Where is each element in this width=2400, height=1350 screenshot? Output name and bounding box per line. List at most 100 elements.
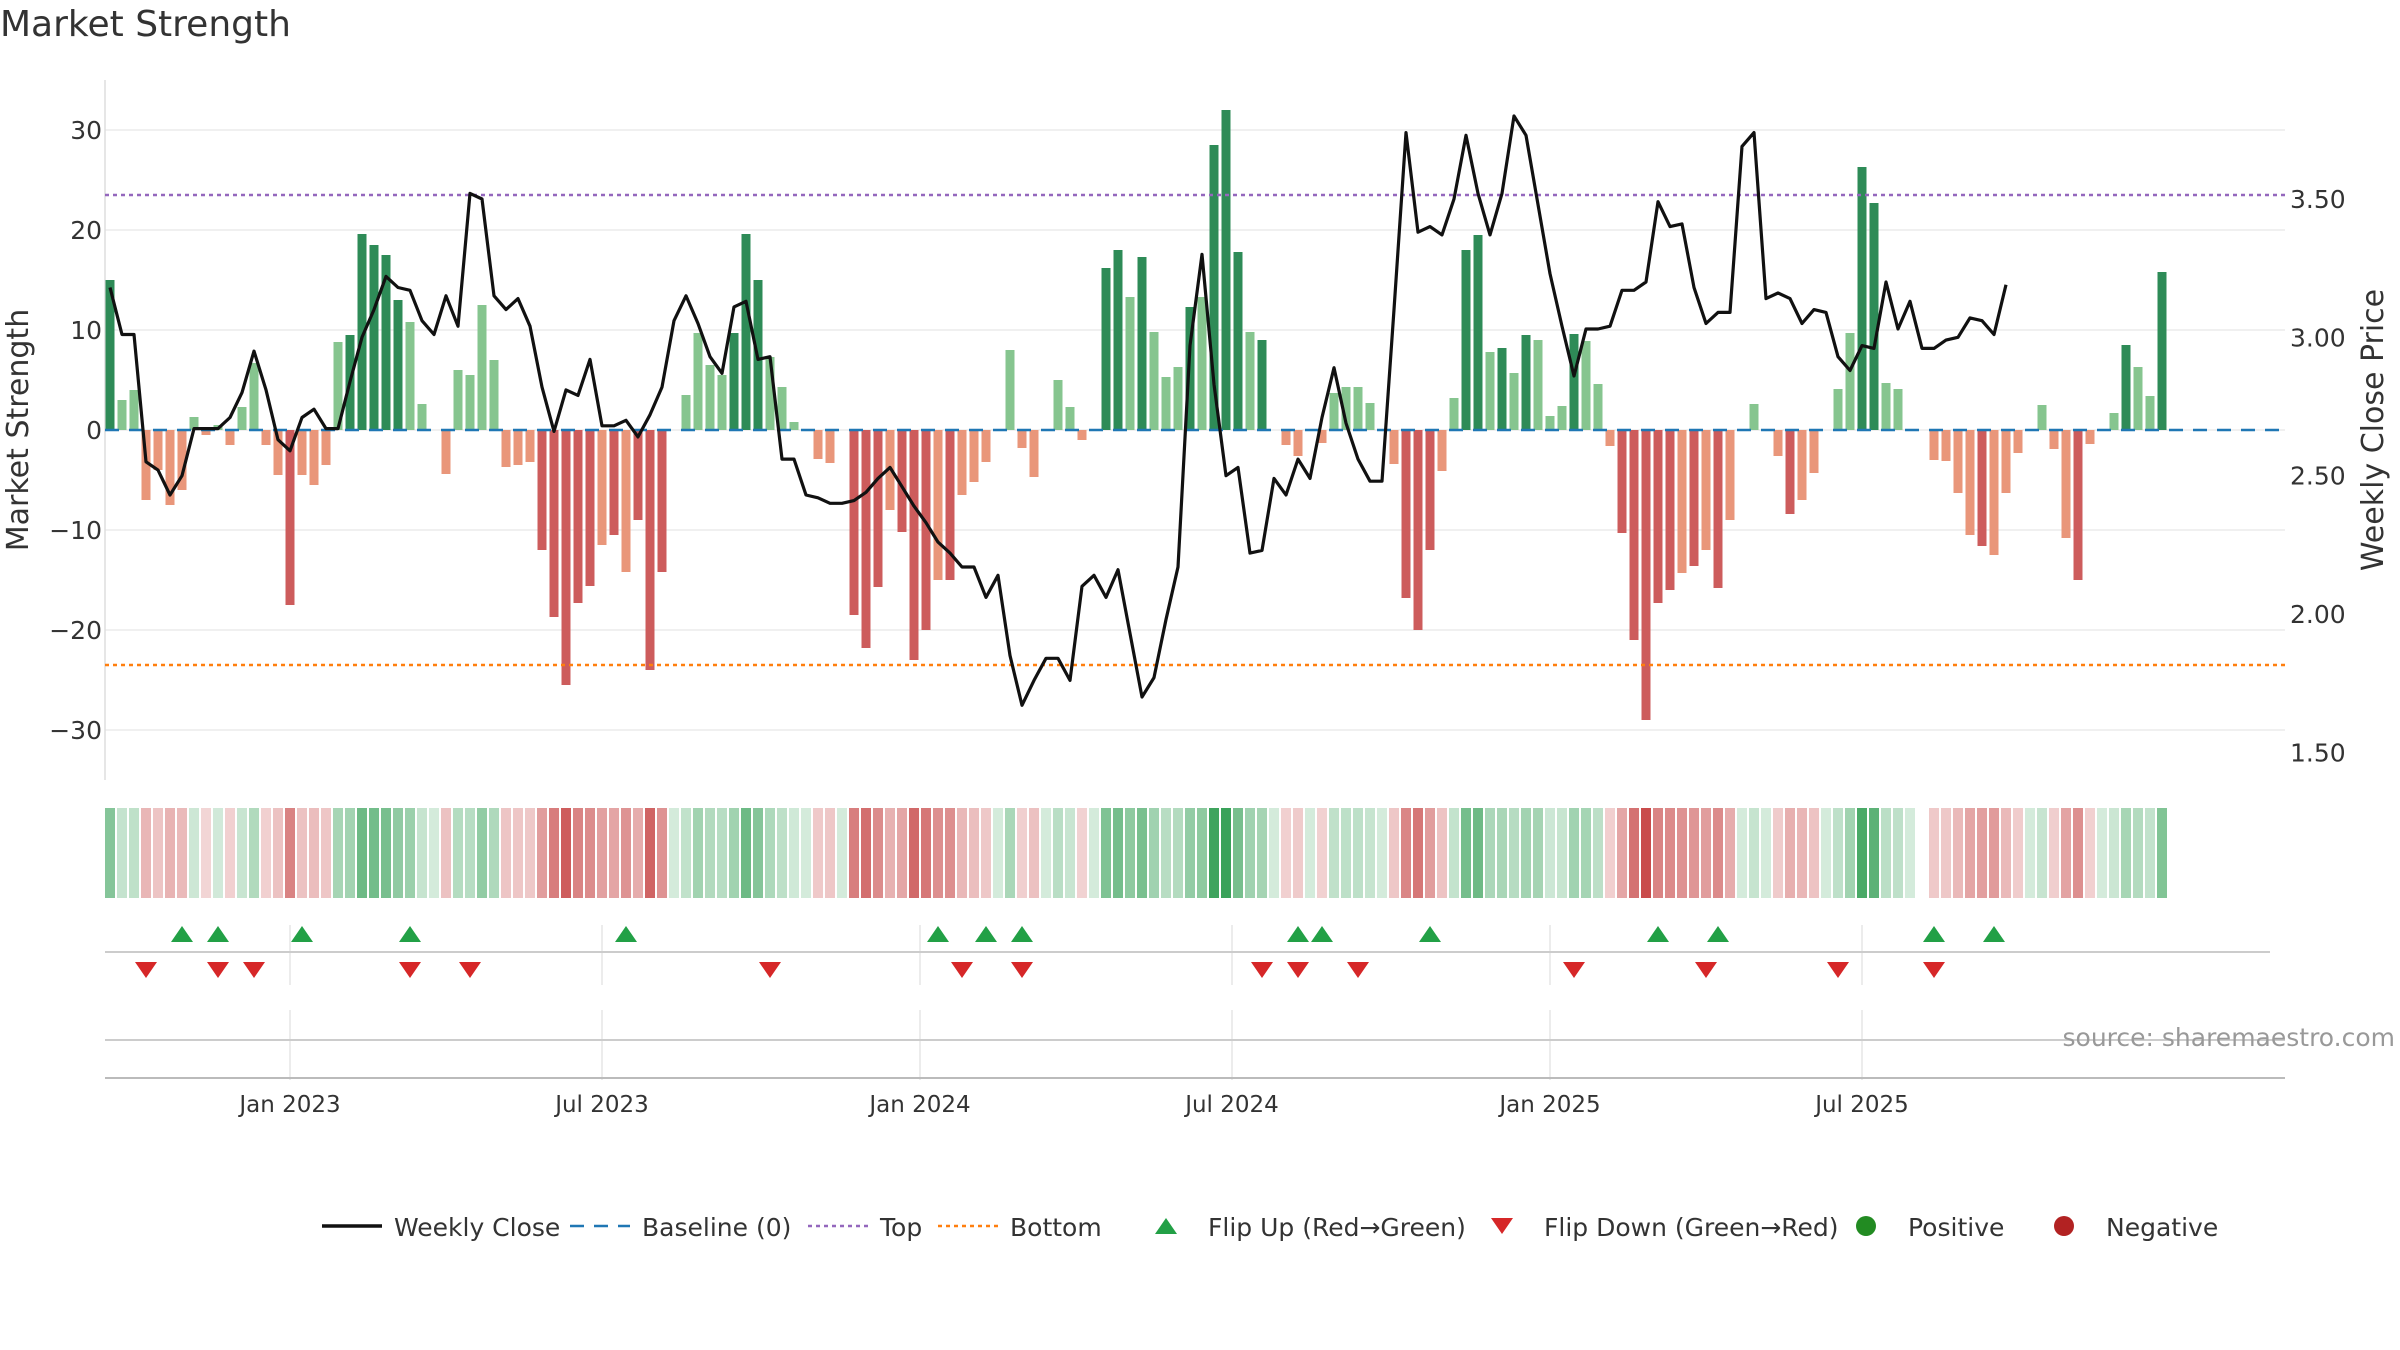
strip-cell: [1161, 808, 1171, 898]
strength-bar: [1137, 257, 1147, 430]
strength-bar: [717, 375, 727, 430]
strip-cell: [1173, 808, 1183, 898]
strength-bar: [1461, 250, 1471, 430]
strength-bar: [1869, 203, 1879, 430]
strip-cell: [261, 808, 271, 898]
legend-label: Flip Up (Red→Green): [1208, 1213, 1466, 1242]
strength-bar: [2145, 396, 2155, 430]
strip-cell: [417, 808, 427, 898]
strength-bar: [1401, 430, 1411, 598]
strip-cell: [1329, 808, 1339, 898]
strip-cell: [117, 808, 127, 898]
strength-bar: [1365, 403, 1375, 430]
strip-cell: [345, 808, 355, 898]
strength-bar: [297, 430, 307, 475]
strip-cell: [897, 808, 907, 898]
strip-cell: [2145, 808, 2155, 898]
x-axis: Jan 2023 Jul 2023 Jan 2024 Jul 2024 Jan 2025…: [105, 1039, 2285, 1118]
strip-cell: [273, 808, 283, 898]
strip-cell: [2109, 808, 2119, 898]
strength-bar: [969, 430, 979, 482]
strength-bar: [1845, 333, 1855, 430]
strip-cell: [2049, 808, 2059, 898]
strip-cell: [285, 808, 295, 898]
strength-bar: [1389, 430, 1399, 464]
strength-bar: [465, 375, 475, 430]
legend-item: Weekly Close: [322, 1213, 560, 1242]
strip-cell: [321, 808, 331, 898]
strength-bar: [141, 430, 151, 500]
flip-up-marker: [615, 926, 637, 942]
strength-bar: [1329, 393, 1339, 430]
strip-cell: [765, 808, 775, 898]
strength-bar: [2121, 345, 2131, 430]
flip-up-marker: [1983, 926, 2005, 942]
strip-cell: [1305, 808, 1315, 898]
strength-bar: [321, 430, 331, 465]
strength-bar: [1641, 430, 1651, 720]
legend-label: Positive: [1908, 1213, 2004, 1242]
y2-tick-label: 2.00: [2290, 600, 2346, 629]
legend-item: Positive: [1856, 1213, 2004, 1242]
strip-cell: [1293, 808, 1303, 898]
strength-bar: [1425, 430, 1435, 550]
strip-cell: [1413, 808, 1423, 898]
strip-cell: [705, 808, 715, 898]
strip-cell: [2061, 808, 2071, 898]
strip-cell: [1365, 808, 1375, 898]
strength-bar: [393, 300, 403, 430]
strip-cell: [1749, 808, 1759, 898]
strength-bar: [1857, 167, 1867, 430]
strip-cell: [513, 808, 523, 898]
strength-bar: [1653, 430, 1663, 603]
strip-cell: [1545, 808, 1555, 898]
flip-markers: [105, 926, 2270, 978]
strip-cell: [693, 808, 703, 898]
strength-bar: [177, 430, 187, 490]
strength-bars: [105, 110, 2167, 720]
strip-cell: [1965, 808, 1975, 898]
strip-cell: [1509, 808, 1519, 898]
strip-cell: [777, 808, 787, 898]
strength-bar: [1677, 430, 1687, 573]
strip-cell: [1005, 808, 1015, 898]
strength-bar: [1149, 332, 1159, 430]
strength-bar: [2085, 430, 2095, 444]
strip-cell: [1581, 808, 1591, 898]
flip-up-marker: [975, 926, 997, 942]
strength-bar: [789, 422, 799, 430]
strength-bar: [1965, 430, 1975, 535]
strength-bar: [1557, 406, 1567, 430]
y2-axis-label: Weekly Close Price: [2356, 289, 2391, 571]
y-axis-left: 30 20 10 0 −10 −20 −30: [49, 116, 102, 745]
strip-cell: [1353, 808, 1363, 898]
strength-bar: [1809, 430, 1819, 473]
strength-bar: [1929, 430, 1939, 460]
strength-bar: [285, 430, 295, 605]
strip-cell: [1437, 808, 1447, 898]
flip-down-marker: [1923, 962, 1945, 978]
strip-cell: [585, 808, 595, 898]
strip-cell: [225, 808, 235, 898]
strip-cell: [981, 808, 991, 898]
strength-bar: [1497, 348, 1507, 430]
strip-cell: [1953, 808, 1963, 898]
strip-cell: [1533, 808, 1543, 898]
strip-cell: [1869, 808, 1879, 898]
strip-cell: [189, 808, 199, 898]
flip-up-marker: [1707, 926, 1729, 942]
strength-bar: [1581, 341, 1591, 430]
y2-tick-label: 2.50: [2290, 462, 2346, 491]
strip-cell: [213, 808, 223, 898]
legend: Weekly Close Baseline (0) Top Bottom Flip Up…: [322, 1213, 2218, 1242]
strip-cell: [1029, 808, 1039, 898]
x-tick-label: Jan 2024: [867, 1092, 970, 1118]
strip-cell: [681, 808, 691, 898]
strip-cell: [2097, 808, 2107, 898]
strip-cell: [489, 808, 499, 898]
strength-bar: [2073, 430, 2083, 580]
strength-bar: [129, 390, 139, 430]
flip-up-marker: [1923, 926, 1945, 942]
strength-bar: [1257, 340, 1267, 430]
strength-bar: [1773, 430, 1783, 456]
